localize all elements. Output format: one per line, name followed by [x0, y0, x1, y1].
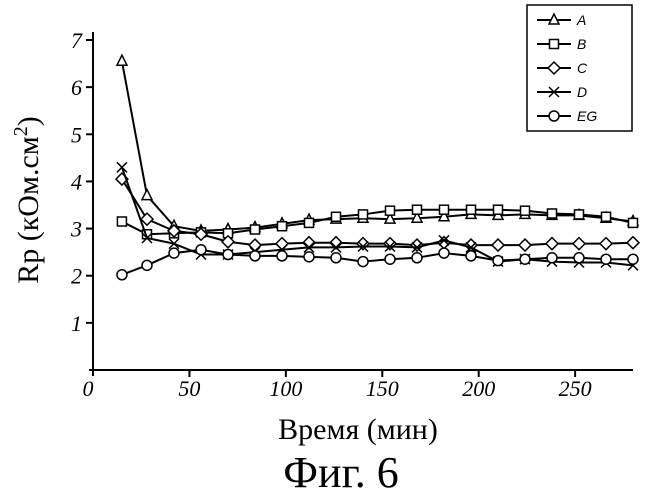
data-point-eg [358, 257, 368, 267]
legend: ABCD EG [527, 5, 632, 131]
data-point-c [384, 238, 396, 250]
data-point-b [629, 218, 638, 227]
data-point-eg [277, 251, 287, 261]
data-point-b [521, 206, 530, 215]
data-point-b [278, 222, 287, 231]
legend-label-a: A [576, 12, 586, 28]
x-tick-label: 200 [462, 376, 495, 401]
data-point-c [519, 239, 531, 251]
data-point-eg [520, 254, 530, 264]
data-point-eg [223, 250, 233, 260]
data-point-b [332, 212, 341, 221]
data-point-eg [169, 248, 179, 258]
y-tick-label: 5 [71, 122, 82, 147]
data-point-b [602, 212, 611, 221]
data-point-eg [385, 254, 395, 264]
data-point-eg [601, 254, 611, 264]
legend-label-eg: EG [577, 108, 597, 124]
y-tick-label: 3 [70, 217, 82, 242]
figure-6-chart: 1 2 3 4 5 6 7 0 50 100 150 200 250 ABCD EG Rp (кОм.см… [0, 0, 650, 500]
data-point-b [117, 217, 126, 226]
data-point-d [117, 162, 127, 172]
data-point-c [357, 238, 369, 250]
legend-marker-b [550, 40, 559, 49]
data-point-b [467, 205, 476, 214]
legend-label-d: D [577, 84, 587, 100]
data-point-a [117, 55, 127, 65]
data-point-c [546, 238, 558, 250]
legend-label-c: C [577, 60, 588, 76]
x-axis-label: Время (мин) [278, 413, 438, 446]
x-tick-label: 100 [269, 376, 302, 401]
data-point-b [494, 205, 503, 214]
data-point-b [413, 205, 422, 214]
y-tick-label: 4 [71, 169, 82, 194]
x-tick-label: 150 [366, 376, 399, 401]
data-point-eg [547, 253, 557, 263]
x-tick-label: 50 [178, 376, 200, 401]
y-tick-label: 7 [71, 28, 83, 53]
data-point-c [249, 239, 261, 251]
y-axis-label: Rp (кОм.см2) [10, 116, 45, 284]
y-tick-label: 6 [71, 75, 82, 100]
data-point-a [142, 190, 152, 200]
data-point-b [440, 205, 449, 214]
x-tick-label: 0 [83, 376, 94, 401]
data-point-c [276, 238, 288, 250]
data-point-b [575, 210, 584, 219]
data-point-b [386, 206, 395, 215]
y-tick-label: 2 [71, 264, 82, 289]
data-point-eg [574, 253, 584, 263]
data-point-eg [439, 248, 449, 258]
data-point-c [600, 238, 612, 250]
y-tick-label: 1 [71, 311, 82, 336]
data-point-b [305, 218, 314, 227]
data-point-c [411, 239, 423, 251]
y-axis-label-superscript: 2 [10, 126, 32, 136]
data-point-eg [466, 251, 476, 261]
x-tick-label: 250 [559, 376, 592, 401]
data-point-eg [412, 253, 422, 263]
data-point-c [438, 237, 450, 249]
data-point-eg [250, 251, 260, 261]
data-point-b [359, 210, 368, 219]
data-point-eg [117, 270, 127, 280]
data-point-eg [142, 260, 152, 270]
data-point-c [492, 239, 504, 251]
data-point-eg [196, 245, 206, 255]
data-point-b [251, 225, 260, 234]
legend-marker-eg [549, 111, 559, 121]
data-point-eg [493, 256, 503, 266]
y-axis-label-close: ) [12, 116, 45, 126]
data-point-eg [628, 254, 638, 264]
data-point-b [548, 209, 557, 218]
data-point-c [627, 237, 639, 249]
data-point-eg [304, 252, 314, 262]
data-point-c [573, 238, 585, 250]
data-point-eg [331, 253, 341, 263]
legend-label-b: B [577, 36, 586, 52]
figure-caption: Фиг. 6 [283, 448, 398, 497]
